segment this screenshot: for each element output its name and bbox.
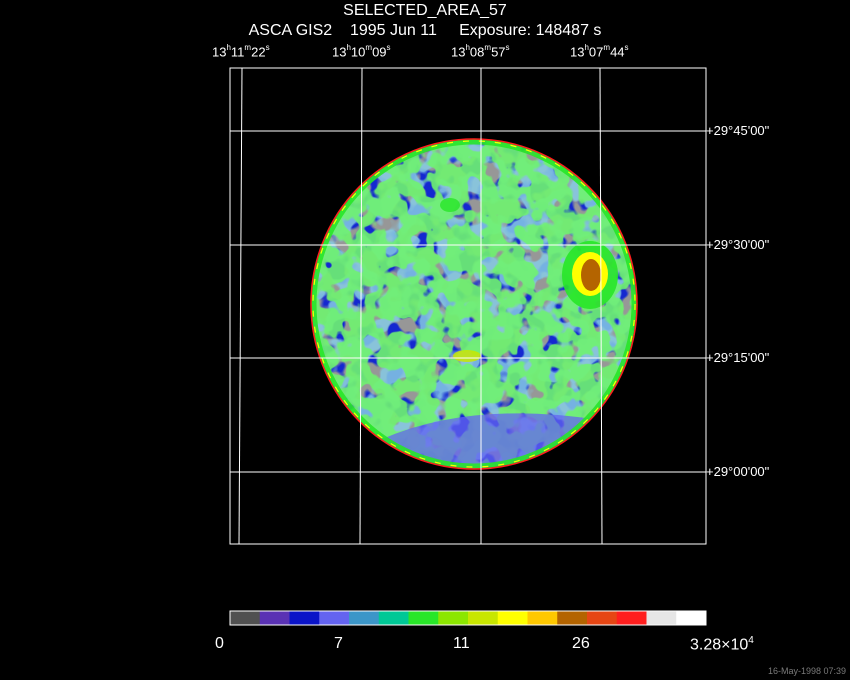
colorbar-swatch — [646, 611, 677, 625]
colorbar-swatch — [230, 611, 261, 625]
dec-tick-label: +29°00'00" — [706, 464, 770, 479]
image-frame — [229, 67, 707, 545]
ra-tick-label: 13h07m44s — [570, 43, 629, 60]
colorbar-label: 0 — [215, 635, 224, 652]
colorbar-swatch — [616, 611, 647, 625]
dec-tick-label: +29°45'00" — [706, 123, 770, 138]
image-title: SELECTED_AREA_57 — [343, 2, 507, 19]
colorbar-swatch — [527, 611, 558, 625]
ra-tick-label: 13h10m09s — [332, 43, 391, 60]
colorbar-swatch — [319, 611, 350, 625]
coordinate-grid — [230, 67, 706, 545]
colorbar-swatch — [259, 611, 290, 625]
colorbar-swatch — [349, 611, 380, 625]
dec-tick-label: +29°15'00" — [706, 350, 770, 365]
colorbar-label: 7 — [334, 635, 343, 652]
colorbar-swatch — [587, 611, 618, 625]
detector-field — [312, 140, 636, 468]
colorbar-swatch — [378, 611, 409, 625]
colorbar-label: 26 — [572, 635, 590, 652]
colorbar-swatch — [557, 611, 588, 625]
ra-tick-label: 13h11m22s — [212, 43, 270, 60]
colorbar-swatch — [497, 611, 528, 625]
colorbar-frame — [229, 610, 707, 626]
ra-tick-label: 13h08m57s — [451, 43, 510, 60]
colorbar-swatch — [408, 611, 439, 625]
colorbar-swatch — [289, 611, 320, 625]
image-subtitle: ASCA GIS2 1995 Jun 11 Exposure: 148487 s — [248, 22, 602, 39]
dec-tick-label: +29°30'00" — [706, 237, 770, 252]
timestamp: 16-May-1998 07:39 — [767, 666, 846, 676]
colorbar-swatch — [438, 611, 469, 625]
colorbar-label: 3.28×104 — [690, 635, 754, 654]
colorbar-swatch — [676, 611, 707, 625]
colorbar-swatch — [468, 611, 499, 625]
colorbar — [230, 611, 707, 625]
colorbar-label: 11 — [453, 635, 470, 652]
